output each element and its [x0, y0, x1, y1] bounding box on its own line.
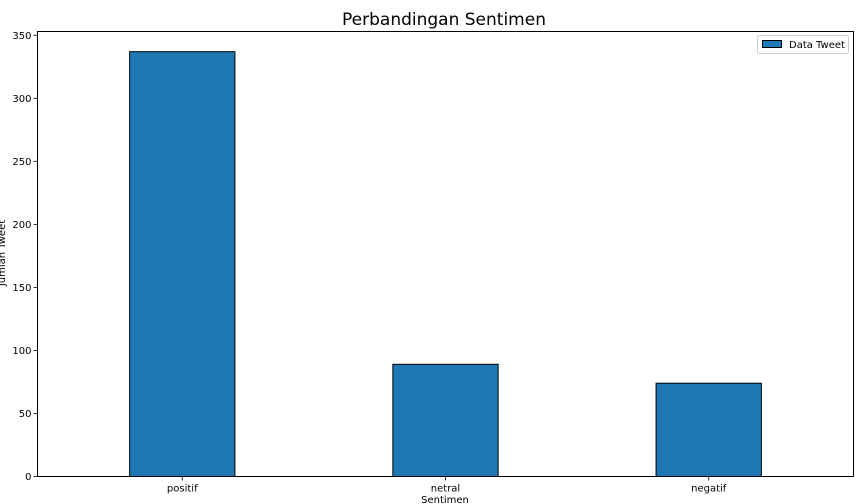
y-tick-label: 300	[12, 94, 31, 105]
plot-frame	[37, 31, 854, 477]
legend: Data Tweet	[757, 35, 849, 54]
x-axis-label: Sentimen	[421, 495, 469, 504]
y-tick-label: 250	[12, 157, 31, 168]
x-tick-label: netral	[431, 484, 460, 495]
y-axis: 0 50 100 150 200 250 300 350	[12, 31, 38, 483]
y-tick-label: 0	[25, 472, 31, 483]
legend-label: Data Tweet	[789, 40, 845, 51]
bar-netral	[392, 363, 499, 477]
y-tick-label: 350	[12, 31, 31, 42]
y-tick-label: 150	[12, 283, 31, 294]
x-axis: positif netral negatif	[167, 476, 727, 495]
bar-negatif	[655, 382, 762, 477]
x-tick-label: negatif	[691, 484, 727, 495]
chart-title: Perbandingan Sentimen	[342, 10, 546, 30]
y-tick-label: 100	[12, 346, 31, 357]
x-tick-label: positif	[167, 484, 198, 495]
y-tick-label: 200	[12, 220, 31, 231]
y-axis-label: Jumlah Tweet	[0, 220, 8, 287]
legend-swatch	[762, 40, 782, 48]
bars-layer	[129, 51, 762, 477]
bar-positif	[129, 51, 236, 477]
y-tick-label: 50	[19, 409, 32, 420]
